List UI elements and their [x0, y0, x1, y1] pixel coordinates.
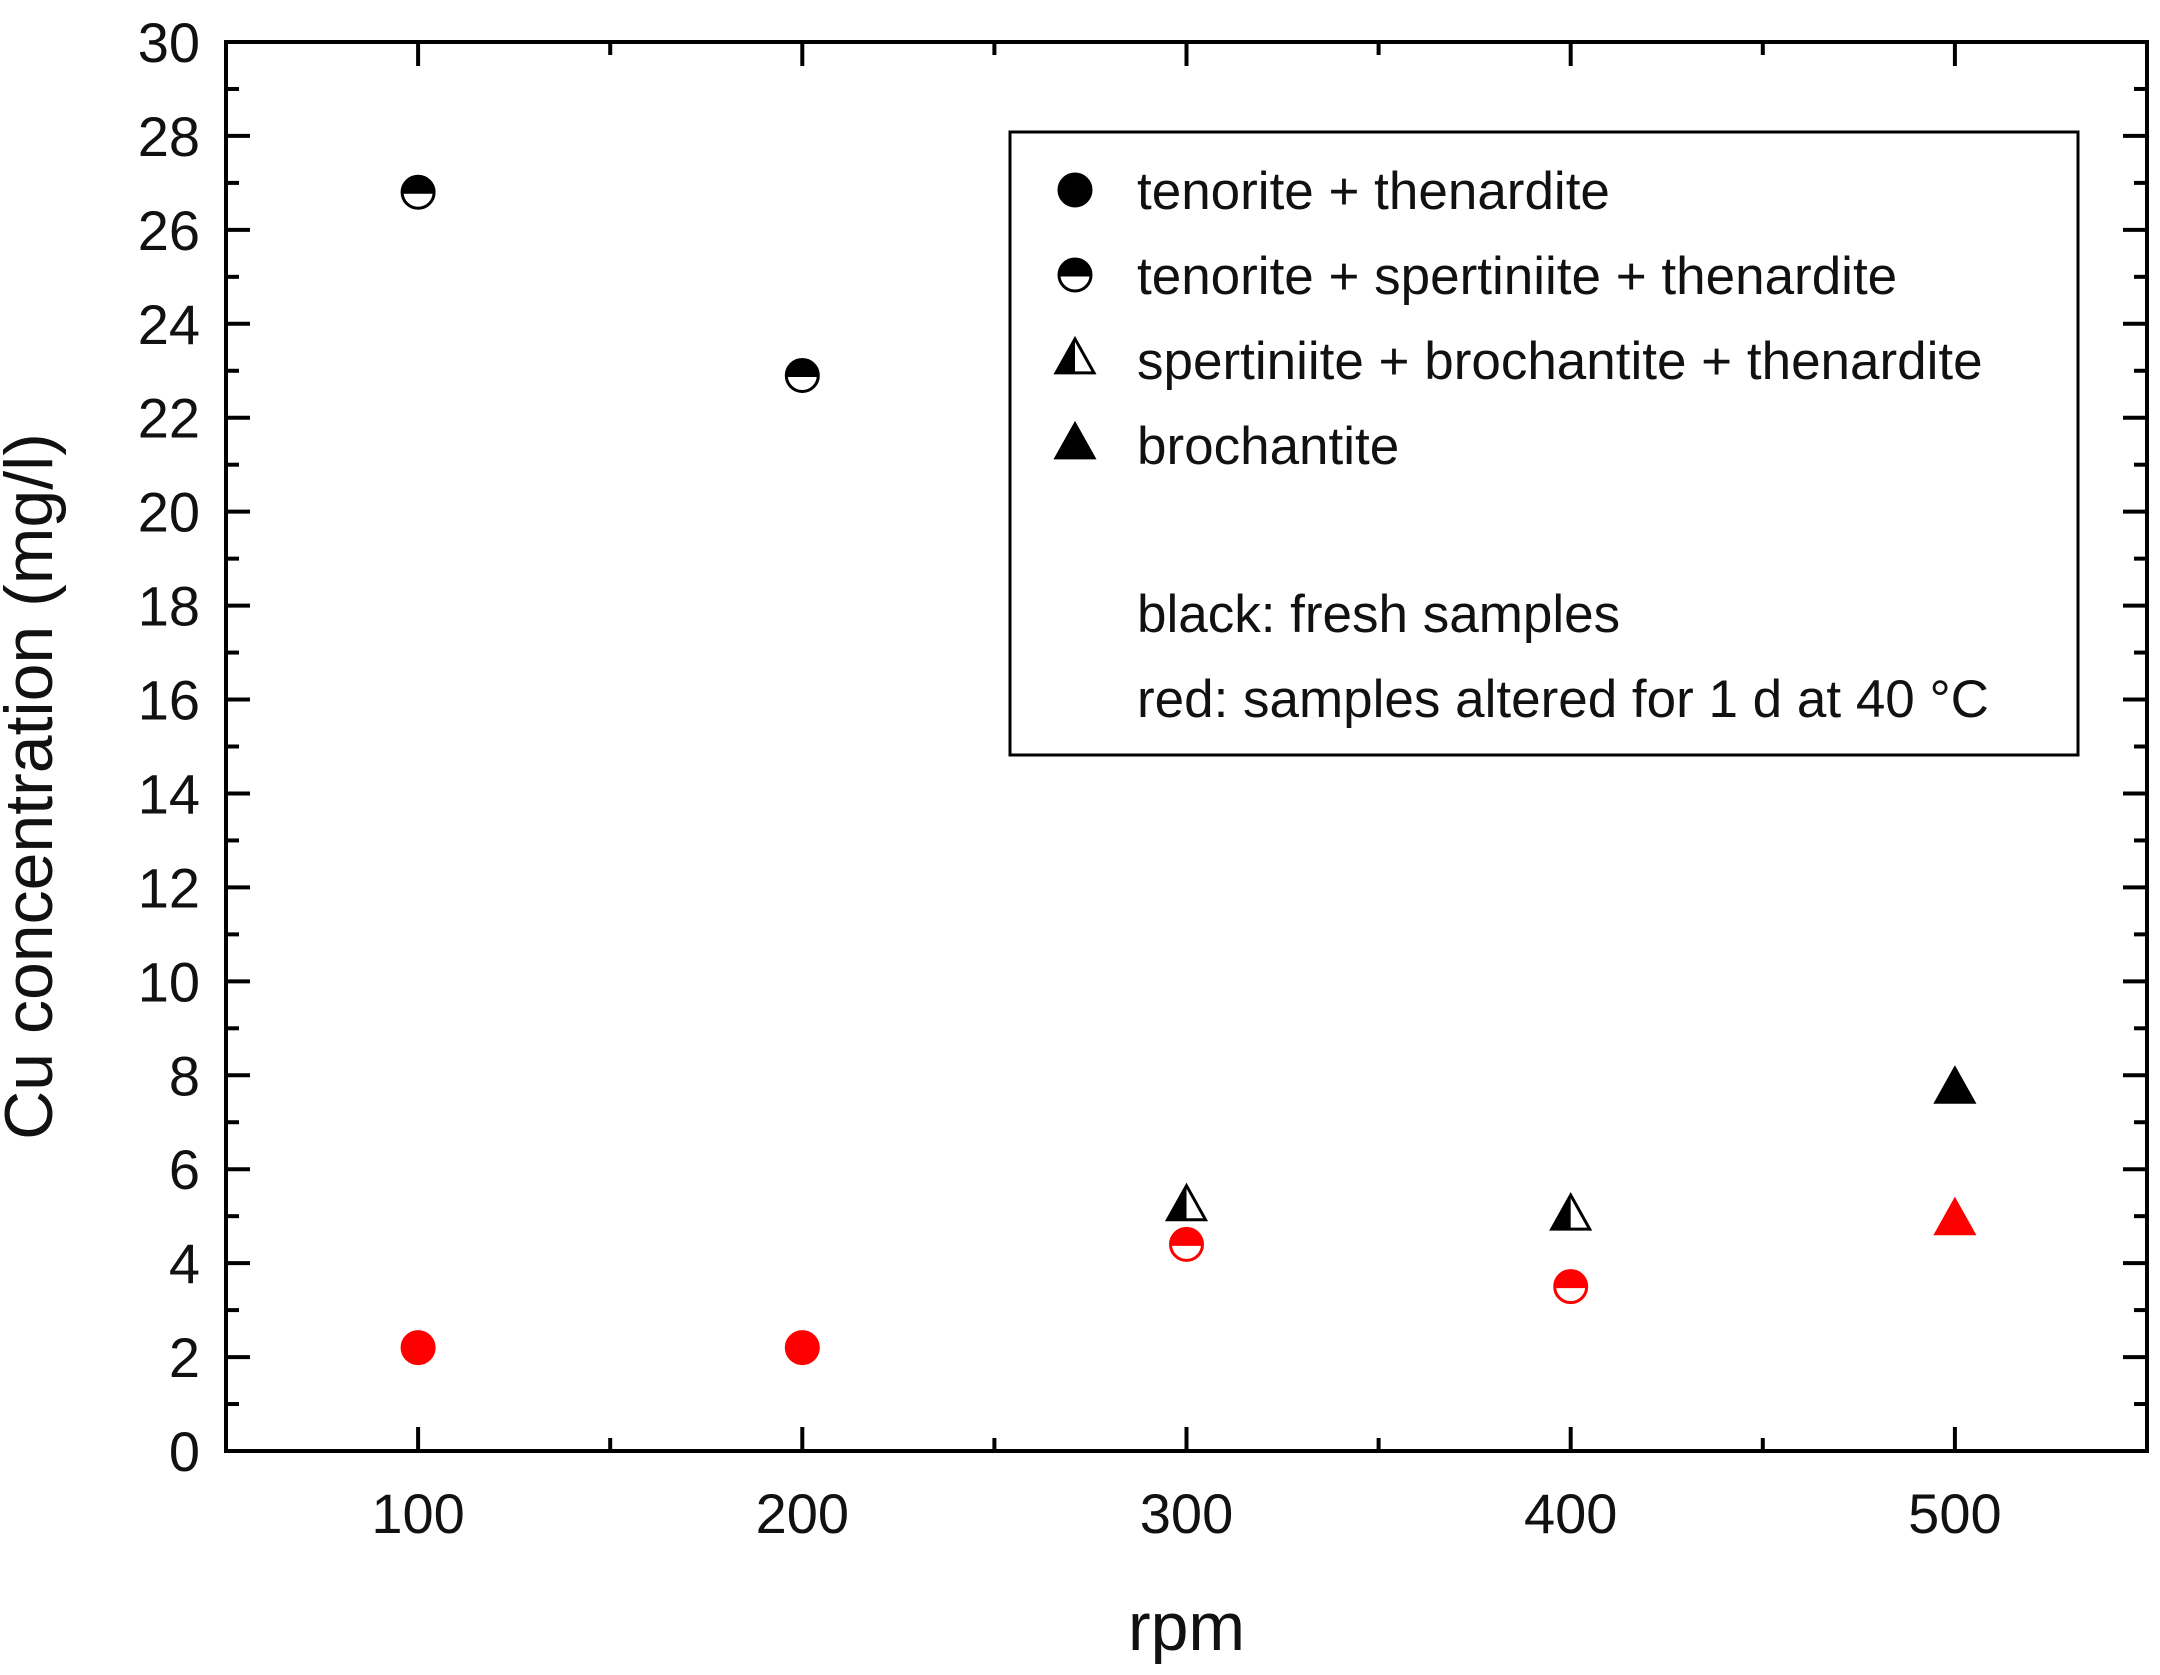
y-tick-label: 28	[138, 105, 200, 168]
y-tick-label: 8	[169, 1044, 200, 1107]
data-point-fresh-circle-half	[784, 357, 820, 393]
legend-item: tenorite + thenardite	[1057, 162, 1610, 221]
data-point-altered-circle-half	[1169, 1226, 1204, 1262]
data-point-fresh-triangle-filled	[1933, 1065, 1977, 1104]
y-axis-title: Cu concentration (mg/l)	[0, 433, 67, 1140]
data-point-altered-circle-filled	[784, 1330, 820, 1366]
x-tick-label: 300	[1140, 1482, 1233, 1545]
legend-label: tenorite + thenardite	[1137, 162, 1610, 221]
legend-label: tenorite + spertiniite + thenardite	[1137, 247, 1897, 306]
x-axis-ticks: 100 200 300 400 500	[371, 42, 2002, 1545]
data-point-altered-circle-half	[1553, 1269, 1589, 1305]
legend-marker-circle-filled	[1057, 172, 1093, 208]
y-tick-label: 30	[138, 11, 200, 74]
y-tick-label: 6	[169, 1138, 200, 1201]
data-point-altered-triangle-filled	[1933, 1196, 1977, 1236]
y-tick-label: 10	[138, 950, 200, 1013]
legend-marker-circle-half	[1057, 257, 1093, 293]
legend-note-fresh: black: fresh samples	[1137, 585, 1620, 644]
y-tick-label: 14	[138, 762, 200, 825]
x-axis-title: rpm	[1128, 1589, 1245, 1665]
data-points	[400, 174, 1977, 1366]
y-tick-label: 12	[138, 856, 200, 919]
legend-box	[1008, 130, 2080, 757]
y-tick-label: 20	[138, 481, 200, 544]
data-point-altered-circle-filled	[400, 1330, 436, 1366]
legend-items: tenorite + thenardite tenorite + spertini…	[1053, 162, 1983, 476]
legend-item: tenorite + spertiniite + thenardite	[1057, 247, 1897, 306]
legend-marker-triangle-half	[1053, 335, 1097, 375]
x-tick-label: 500	[1908, 1482, 2001, 1545]
y-tick-label: 4	[169, 1232, 200, 1295]
data-point-fresh-triangle-half	[1164, 1182, 1209, 1222]
y-tick-label: 24	[138, 293, 200, 356]
legend: tenorite + thenardite tenorite + spertini…	[1008, 130, 2080, 757]
legend-item: spertiniite + brochantite + thenardite	[1053, 332, 1983, 391]
x-tick-label: 200	[756, 1482, 849, 1545]
x-tick-label: 100	[371, 1482, 464, 1545]
y-tick-label: 0	[169, 1420, 200, 1483]
x-tick-label: 400	[1524, 1482, 1617, 1545]
y-tick-label: 16	[138, 669, 200, 732]
legend-label: spertiniite + brochantite + thenardite	[1137, 332, 1983, 391]
data-point-fresh-triangle-half	[1549, 1192, 1593, 1231]
legend-note-altered: red: samples altered for 1 d at 40 °C	[1137, 670, 1989, 729]
legend-item: brochantite	[1053, 417, 1399, 476]
y-tick-label: 22	[138, 387, 200, 450]
legend-marker-triangle-filled	[1053, 420, 1097, 460]
y-tick-label: 2	[169, 1326, 200, 1389]
data-point-fresh-circle-half	[400, 174, 436, 210]
y-tick-label: 18	[138, 575, 200, 638]
y-tick-label: 26	[138, 199, 200, 262]
legend-label: brochantite	[1137, 417, 1399, 476]
